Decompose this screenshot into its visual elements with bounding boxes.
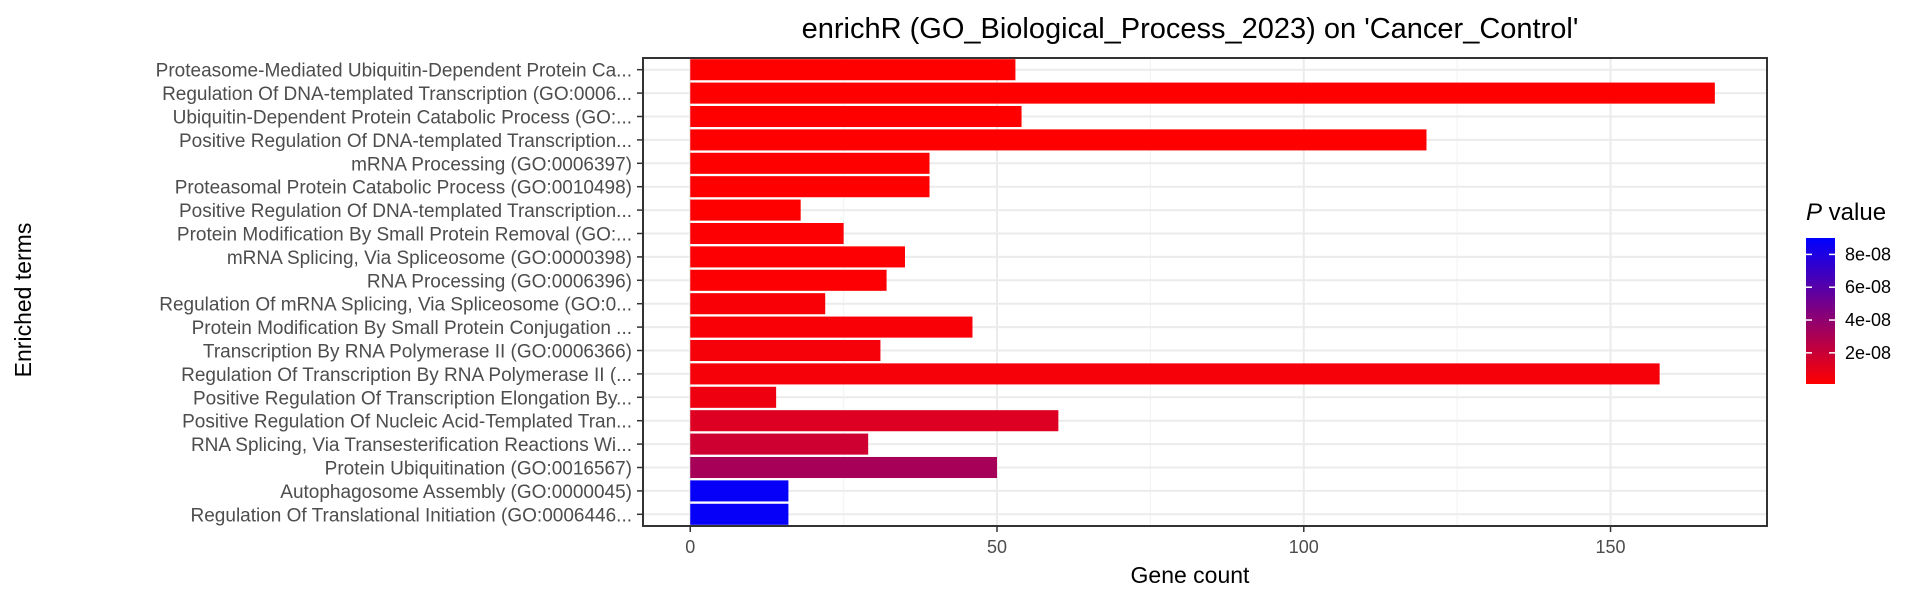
bar [690, 222, 844, 245]
category-label: Positive Regulation Of DNA-templated Tra… [179, 131, 632, 152]
panel-border [642, 57, 1768, 527]
bar [690, 176, 930, 198]
category-label: Protein Ubiquitination (GO:0016567) [325, 459, 632, 480]
category-label: Transcription By RNA Polymerase II (GO:0… [203, 342, 632, 363]
category-label: mRNA Processing (GO:0006397) [351, 154, 632, 175]
legend-label: 6e-08 [1845, 277, 1891, 297]
legend: P value 2e-08 4e-08 6e-08 8e-08 [1806, 199, 1891, 384]
legend-label: 4e-08 [1845, 310, 1891, 330]
x-tick-label: 100 [1289, 537, 1319, 557]
bar-layer [690, 59, 1715, 525]
bar [690, 129, 1427, 151]
bar [690, 503, 789, 525]
category-label: Regulation Of Transcription By RNA Polym… [181, 365, 632, 386]
bar [690, 386, 777, 408]
category-label: Regulation Of mRNA Splicing, Via Spliceo… [159, 295, 632, 316]
x-tick-label: 50 [987, 537, 1007, 557]
bar [690, 316, 973, 338]
bar [690, 105, 1022, 128]
bar [690, 82, 1715, 104]
bar [690, 199, 801, 221]
legend-title-italic: P [1806, 199, 1822, 226]
legend-colorbar [1806, 238, 1835, 384]
legend-title-rest: value [1822, 199, 1886, 226]
category-label: RNA Splicing, Via Transesterification Re… [191, 435, 632, 456]
x-tick-label: 150 [1596, 537, 1626, 557]
x-axis-ticks: 0 50 100 150 [685, 526, 1626, 557]
legend-label: 2e-08 [1845, 343, 1891, 363]
bar [690, 59, 1016, 81]
bar [690, 339, 881, 362]
category-label: Regulation Of Translational Initiation (… [191, 505, 632, 526]
category-label: Positive Regulation Of DNA-templated Tra… [179, 201, 632, 222]
bar [690, 246, 905, 268]
category-label: mRNA Splicing, Via Spliceosome (GO:00003… [227, 248, 632, 269]
legend-label: 8e-08 [1845, 244, 1891, 264]
grid-layer [643, 58, 1767, 526]
category-label: Proteasomal Protein Catabolic Process (G… [175, 178, 632, 199]
bar [690, 410, 1059, 432]
x-axis-title: Gene count [1131, 562, 1251, 588]
y-axis-title: Enriched terms [10, 223, 36, 378]
bar [690, 433, 869, 455]
x-tick-label: 0 [685, 537, 695, 557]
category-label: Positive Regulation Of Transcription Elo… [193, 388, 632, 409]
legend-ticks: 2e-08 4e-08 6e-08 8e-08 [1806, 244, 1891, 363]
category-label: Positive Regulation Of Nucleic Acid-Temp… [182, 412, 632, 433]
bar [690, 456, 998, 479]
legend-title: P value [1806, 199, 1886, 226]
category-label: Regulation Of DNA-templated Transcriptio… [162, 84, 632, 105]
category-label: Autophagosome Assembly (GO:0000045) [280, 482, 632, 503]
bar [690, 269, 887, 291]
bar [690, 363, 1660, 385]
category-label: RNA Processing (GO:0006396) [367, 271, 632, 292]
category-label: Ubiquitin-Dependent Protein Catabolic Pr… [173, 108, 632, 129]
category-labels: Proteasome-Mediated Ubiquitin-Dependent … [156, 61, 643, 526]
category-label: Proteasome-Mediated Ubiquitin-Dependent … [156, 61, 632, 82]
bar [690, 152, 930, 174]
bar [690, 480, 789, 502]
category-label: Protein Modification By Small Protein Co… [192, 318, 632, 339]
category-label: Protein Modification By Small Protein Re… [177, 225, 632, 246]
chart-title: enrichR (GO_Biological_Process_2023) on … [802, 13, 1579, 45]
plot-panel [642, 57, 1768, 527]
bar [690, 293, 826, 315]
